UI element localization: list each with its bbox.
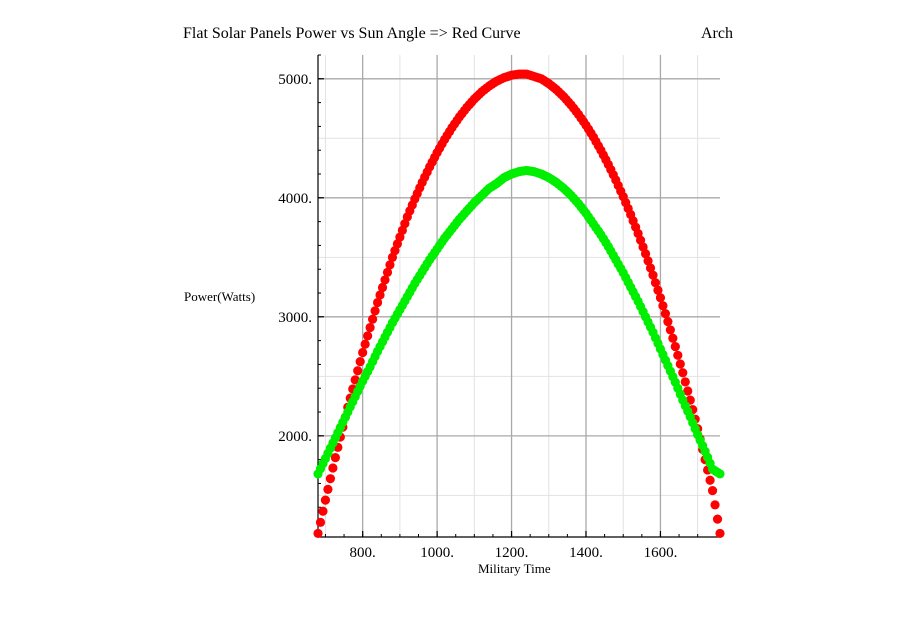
y-tick-label: 2000. (278, 429, 312, 445)
y-tick-label: 5000. (278, 72, 312, 88)
data-point-fill (315, 517, 326, 527)
data-point (715, 528, 725, 539)
data-point-fill (680, 377, 690, 387)
data-point-fill (377, 282, 388, 293)
data-point-fill (643, 256, 653, 266)
chart-tag: Arch (701, 25, 733, 42)
data-point (380, 275, 390, 285)
data-series (313, 69, 725, 539)
data-point-fill (323, 484, 333, 494)
data-point-fill (668, 333, 678, 343)
data-point-fill (675, 359, 685, 369)
data-point (328, 463, 338, 473)
data-point-fill (363, 331, 373, 341)
data-point (663, 316, 673, 327)
data-point (655, 293, 666, 303)
x-tick-label: 1000. (420, 545, 454, 561)
data-point (670, 341, 680, 352)
data-point-fill (330, 453, 340, 463)
data-point-fill (712, 514, 723, 524)
data-point (707, 485, 718, 496)
data-point-fill (660, 309, 671, 319)
data-point (358, 347, 368, 358)
data-point-fill (385, 260, 395, 270)
data-point (648, 270, 658, 280)
x-axis-label: Military Time (478, 561, 551, 576)
data-point-fill (325, 474, 336, 484)
data-point-fill (360, 339, 370, 349)
data-point-fill (645, 263, 656, 273)
data-point-fill (683, 386, 693, 396)
data-point-fill (367, 314, 378, 324)
data-point-fill (653, 285, 663, 295)
y-tick-label: 3000. (278, 310, 312, 326)
data-point (350, 375, 360, 385)
y-tick-label: 4000. (278, 191, 312, 207)
series-red (313, 69, 725, 539)
grid-lines (318, 55, 720, 537)
data-point-fill (318, 506, 328, 516)
data-point (372, 297, 383, 308)
data-point-fill (665, 325, 675, 335)
x-tick-label: 1200. (495, 545, 529, 561)
data-point-fill (370, 306, 380, 316)
data-point-fill (375, 290, 385, 300)
data-point (640, 249, 651, 259)
x-tick-label: 1400. (569, 545, 603, 561)
data-point-fill (353, 366, 363, 376)
x-tick-label: 800. (350, 545, 376, 561)
data-point (678, 368, 688, 378)
data-point-fill (705, 475, 715, 485)
x-tick-label: 1600. (644, 545, 678, 561)
y-axis-label: Power(Watts) (184, 289, 256, 304)
data-point-fill (650, 278, 661, 288)
data-point-fill (355, 357, 365, 367)
data-point-fill (658, 301, 668, 311)
axes (317, 54, 720, 538)
series-green (313, 165, 725, 479)
data-point (320, 495, 331, 505)
data-point-fill (710, 500, 720, 510)
data-point (313, 528, 323, 539)
chart-title: Flat Solar Panels Power vs Sun Angle => … (183, 25, 521, 42)
data-point-fill (382, 267, 393, 277)
data-point (365, 322, 375, 333)
data-point-fill (673, 350, 683, 360)
tick-labels: 2000. 3000. 4000. 5000. 800. 1000. 1200. 1400. 1… (278, 72, 677, 561)
data-point (715, 469, 725, 479)
